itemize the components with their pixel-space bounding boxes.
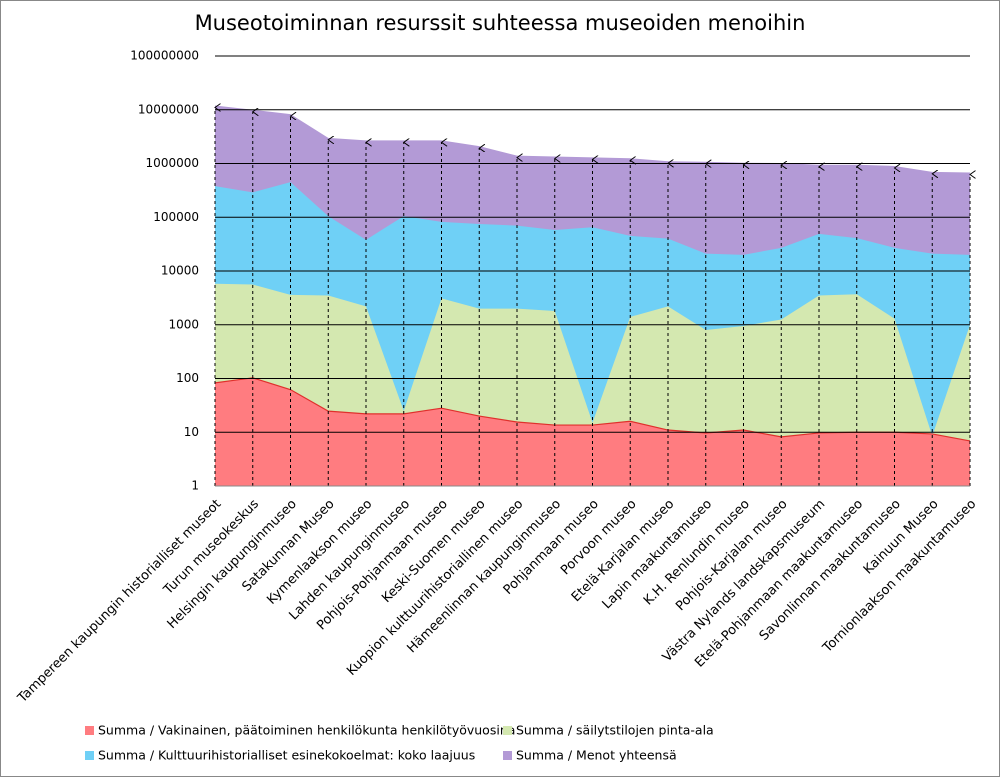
chart-title: Museotoiminnan resurssit suhteessa museo… bbox=[195, 11, 806, 35]
y-tick-label: 10000000 bbox=[138, 102, 199, 116]
y-tick-label: 10 bbox=[184, 425, 199, 439]
y-tick-label: 100 bbox=[176, 371, 199, 385]
y-tick-label: 1000 bbox=[168, 317, 199, 331]
legend-label: Summa / Kulttuurihistorialliset esinekok… bbox=[98, 748, 475, 763]
legend-label: Summa / Menot yhteensä bbox=[516, 748, 677, 763]
legend-label: Summa / Vakinainen, päätoiminen henkilök… bbox=[98, 723, 515, 738]
y-tick-label: 10000 bbox=[161, 264, 199, 278]
y-tick-label: 1 bbox=[191, 479, 199, 493]
y-tick-label: 1000000 bbox=[146, 156, 199, 170]
y-tick-label: 100000 bbox=[153, 210, 199, 224]
legend-swatch bbox=[503, 751, 512, 760]
legend-swatch bbox=[85, 726, 94, 735]
legend-swatch bbox=[85, 751, 94, 760]
legend-swatch bbox=[503, 726, 512, 735]
legend-label: Summa / säilytstilojen pinta-ala bbox=[516, 723, 714, 738]
y-tick-label: 100000000 bbox=[130, 49, 199, 63]
